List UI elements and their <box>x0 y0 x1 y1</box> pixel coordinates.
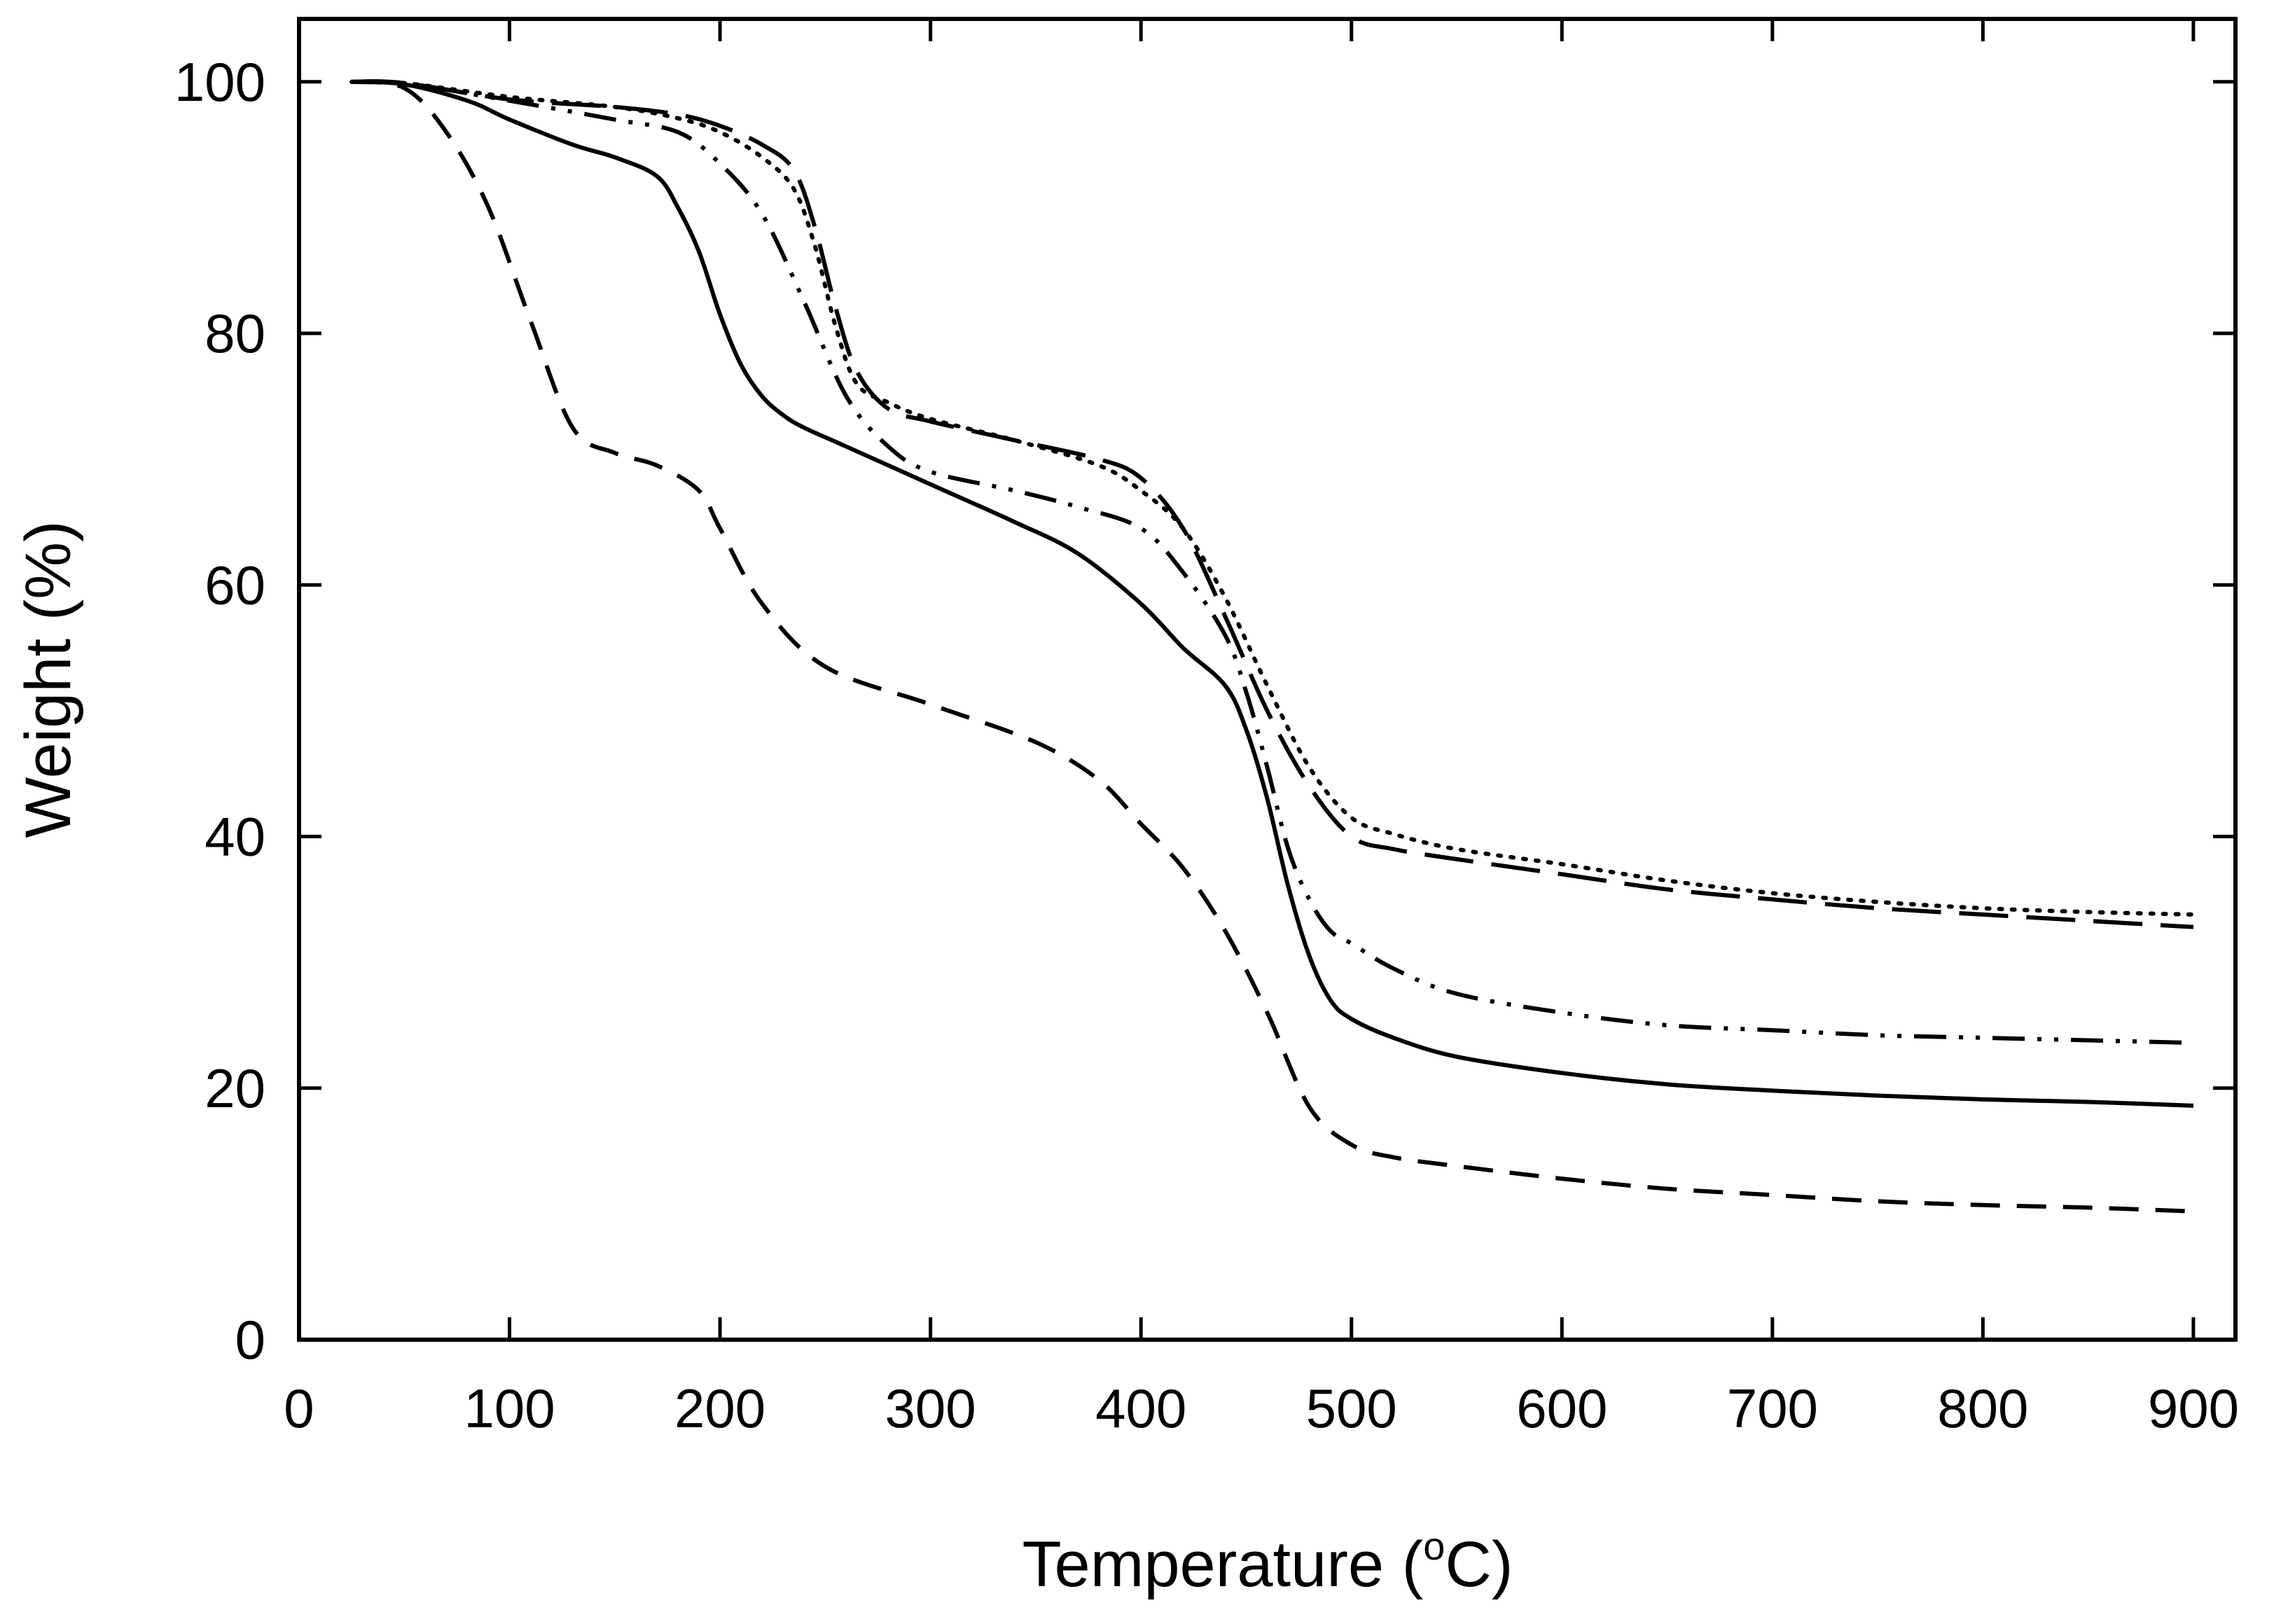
series-line-solid <box>351 79 2194 1108</box>
y-axis-label: Weight (%) <box>13 520 84 838</box>
x-tick-label: 700 <box>1727 1377 1818 1439</box>
plot-frame <box>297 17 2238 1342</box>
series-line-dotted <box>349 79 2196 917</box>
series-line-dashed-short <box>351 79 2194 1214</box>
x-tick-label: 0 <box>284 1377 314 1439</box>
y-tick-label: 100 <box>174 51 265 113</box>
y-tick-label: 40 <box>204 806 265 868</box>
x-tick-label: 900 <box>2148 1377 2239 1439</box>
y-tick-label: 60 <box>204 554 265 616</box>
x-tick-label: 800 <box>1937 1377 2028 1439</box>
x-axis-label: Temperature (oC) <box>1022 1524 1513 1600</box>
series-line-dash-long <box>352 79 2194 929</box>
x-tick-label: 200 <box>674 1377 765 1439</box>
x-tick-label: 300 <box>885 1377 976 1439</box>
x-tick-label: 100 <box>464 1377 555 1439</box>
x-tick-label: 500 <box>1306 1377 1397 1439</box>
y-tick-label: 0 <box>235 1309 265 1370</box>
x-tick-label: 400 <box>1095 1377 1186 1439</box>
axis-ticks <box>299 19 2235 1340</box>
series-group <box>349 79 2196 1214</box>
y-tick-label: 20 <box>204 1057 265 1119</box>
y-tick-label: 80 <box>204 303 265 364</box>
x-tick-label: 600 <box>1516 1377 1607 1439</box>
tick-labels: 0 100 200 300 400 500 600 700 800 900 0 20 40 60 80 100 <box>174 51 2239 1439</box>
series-line-dash-dot-dot <box>352 79 2193 1046</box>
